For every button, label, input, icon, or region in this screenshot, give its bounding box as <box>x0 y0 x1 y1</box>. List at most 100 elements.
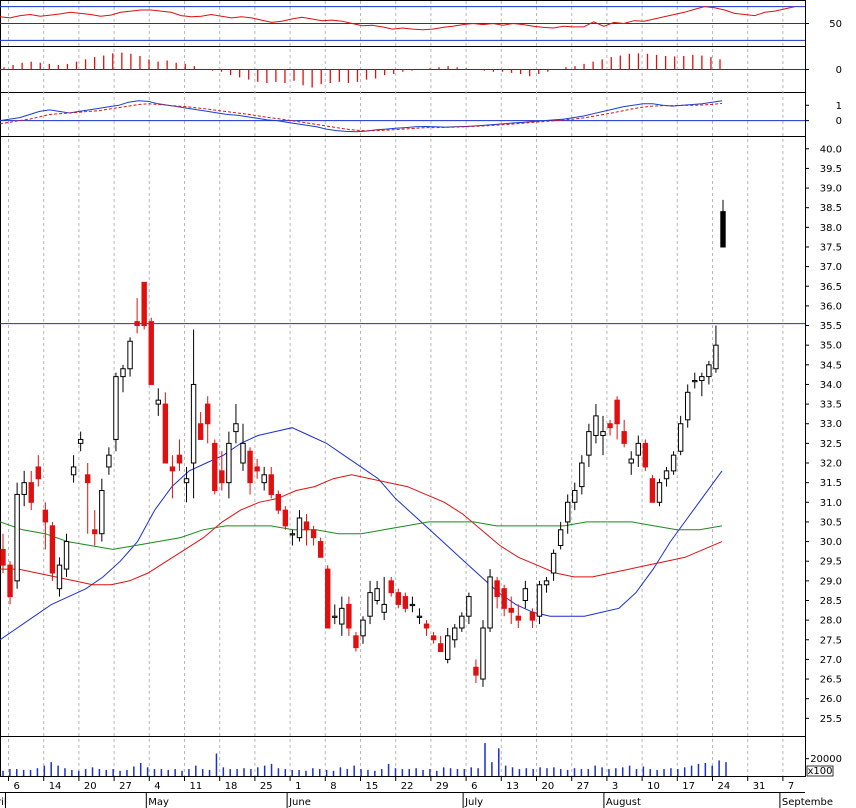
candle-body <box>268 474 274 495</box>
candle-body <box>176 454 183 464</box>
candle-body <box>529 611 536 621</box>
rsi-indicator <box>0 6 805 41</box>
date-tick-label: 14 <box>49 781 62 792</box>
date-tick-label: 20 <box>542 781 555 792</box>
price-tick-label: 26.5 <box>820 675 842 686</box>
date-tick-label: 6 <box>471 781 477 792</box>
price-tick-label: 28.5 <box>820 596 842 607</box>
candle-body <box>642 442 649 468</box>
candle-body <box>367 592 373 617</box>
candle-body <box>508 607 514 613</box>
candle-body <box>275 493 281 511</box>
macd-histogram <box>0 52 805 88</box>
macd-panel <box>0 92 806 137</box>
volume-scale-box <box>806 765 834 777</box>
candle-body <box>289 533 296 536</box>
candle-body <box>317 541 324 558</box>
candle-body <box>607 423 613 429</box>
candle-body <box>395 592 401 605</box>
price-tick-label: 30.5 <box>820 517 842 528</box>
candle-body <box>699 376 705 382</box>
candle-body <box>353 635 359 649</box>
candle-body <box>515 615 521 621</box>
candle-body <box>663 470 670 480</box>
moving-average-mid <box>0 474 723 586</box>
candle-body <box>600 431 606 437</box>
candle-body <box>670 454 677 472</box>
date-tick-label: 3 <box>612 781 618 792</box>
month-label: July <box>464 797 483 808</box>
candle-body <box>233 423 239 433</box>
histogram-tick-label: 0 <box>836 65 842 76</box>
candle-body <box>409 603 416 607</box>
date-tick-label: 24 <box>718 781 731 792</box>
candle-body <box>162 403 169 464</box>
price-tick-label: 39.5 <box>820 164 842 175</box>
candle-body <box>120 368 126 378</box>
candle-body <box>720 211 726 248</box>
candle-body <box>332 615 338 618</box>
price-tick-label: 31.5 <box>820 478 842 489</box>
candle-body <box>656 482 663 503</box>
panel-frames <box>0 0 806 793</box>
price-tick-label: 33.5 <box>820 400 842 411</box>
candle-body <box>56 564 63 590</box>
candle-body <box>261 474 267 484</box>
candle-body <box>254 466 260 472</box>
date-tick-label: 22 <box>401 781 414 792</box>
price-tick-label: 30.0 <box>820 537 842 548</box>
rsi-tick-label: 50 <box>829 19 842 30</box>
macd-tick-label: 0 <box>836 116 842 127</box>
candle-body <box>113 376 119 440</box>
price-tick-label: 35.0 <box>820 341 842 352</box>
candle-body <box>473 666 479 676</box>
date-tick-label: 13 <box>506 781 519 792</box>
candle-body <box>579 462 585 488</box>
candle-body <box>339 607 345 625</box>
candle-body <box>325 568 331 629</box>
candle-body <box>360 619 366 637</box>
candle-body <box>296 517 303 539</box>
vertical-gridlines <box>8 1 784 776</box>
candle-body <box>621 431 627 444</box>
price-tick-label: 29.5 <box>820 557 842 568</box>
candle-body <box>197 423 204 440</box>
candle-body <box>226 442 232 484</box>
candle-body <box>28 482 34 503</box>
month-label: June <box>288 797 311 808</box>
candle-body <box>501 588 507 609</box>
candle-body <box>543 580 550 586</box>
date-tick-label: 27 <box>119 781 132 792</box>
price-tick-label: 34.0 <box>820 380 842 391</box>
macd-indicator <box>0 100 805 133</box>
candle-body <box>685 391 691 421</box>
price-tick-label: 26.0 <box>820 694 842 705</box>
price-tick-label: 31.0 <box>820 498 842 509</box>
candle-body <box>466 596 472 617</box>
candle-body <box>565 501 571 523</box>
candle-body <box>374 588 380 601</box>
candle-body <box>212 442 218 492</box>
price-tick-label: 33.0 <box>820 419 842 430</box>
price-tick-label: 38.0 <box>820 223 842 234</box>
price-tick-label: 36.5 <box>820 282 842 293</box>
candle-body <box>593 415 599 437</box>
price-tick-label: 40.0 <box>820 144 842 155</box>
candle-body <box>14 493 20 582</box>
volume-scale-label: x100 <box>807 766 832 777</box>
month-label: May <box>148 797 169 808</box>
volume-panel <box>0 736 806 777</box>
date-tick-label: 8 <box>330 781 336 792</box>
candle-body <box>141 281 147 327</box>
price-tick-label: 32.0 <box>820 459 842 470</box>
price-tick-label: 29.0 <box>820 576 842 587</box>
right-axis: 50 0 1 0 40.0 39.5 39.0 38.5 38.0 37.5 37.0 36.5 36.… <box>805 19 842 777</box>
candle-body <box>134 321 140 327</box>
price-tick-label: 38.5 <box>820 203 842 214</box>
date-tick-label: 7 <box>788 781 794 792</box>
candle-body <box>0 548 6 566</box>
candle-body <box>205 403 211 425</box>
candle-body <box>49 525 56 574</box>
candle-body <box>628 458 634 464</box>
